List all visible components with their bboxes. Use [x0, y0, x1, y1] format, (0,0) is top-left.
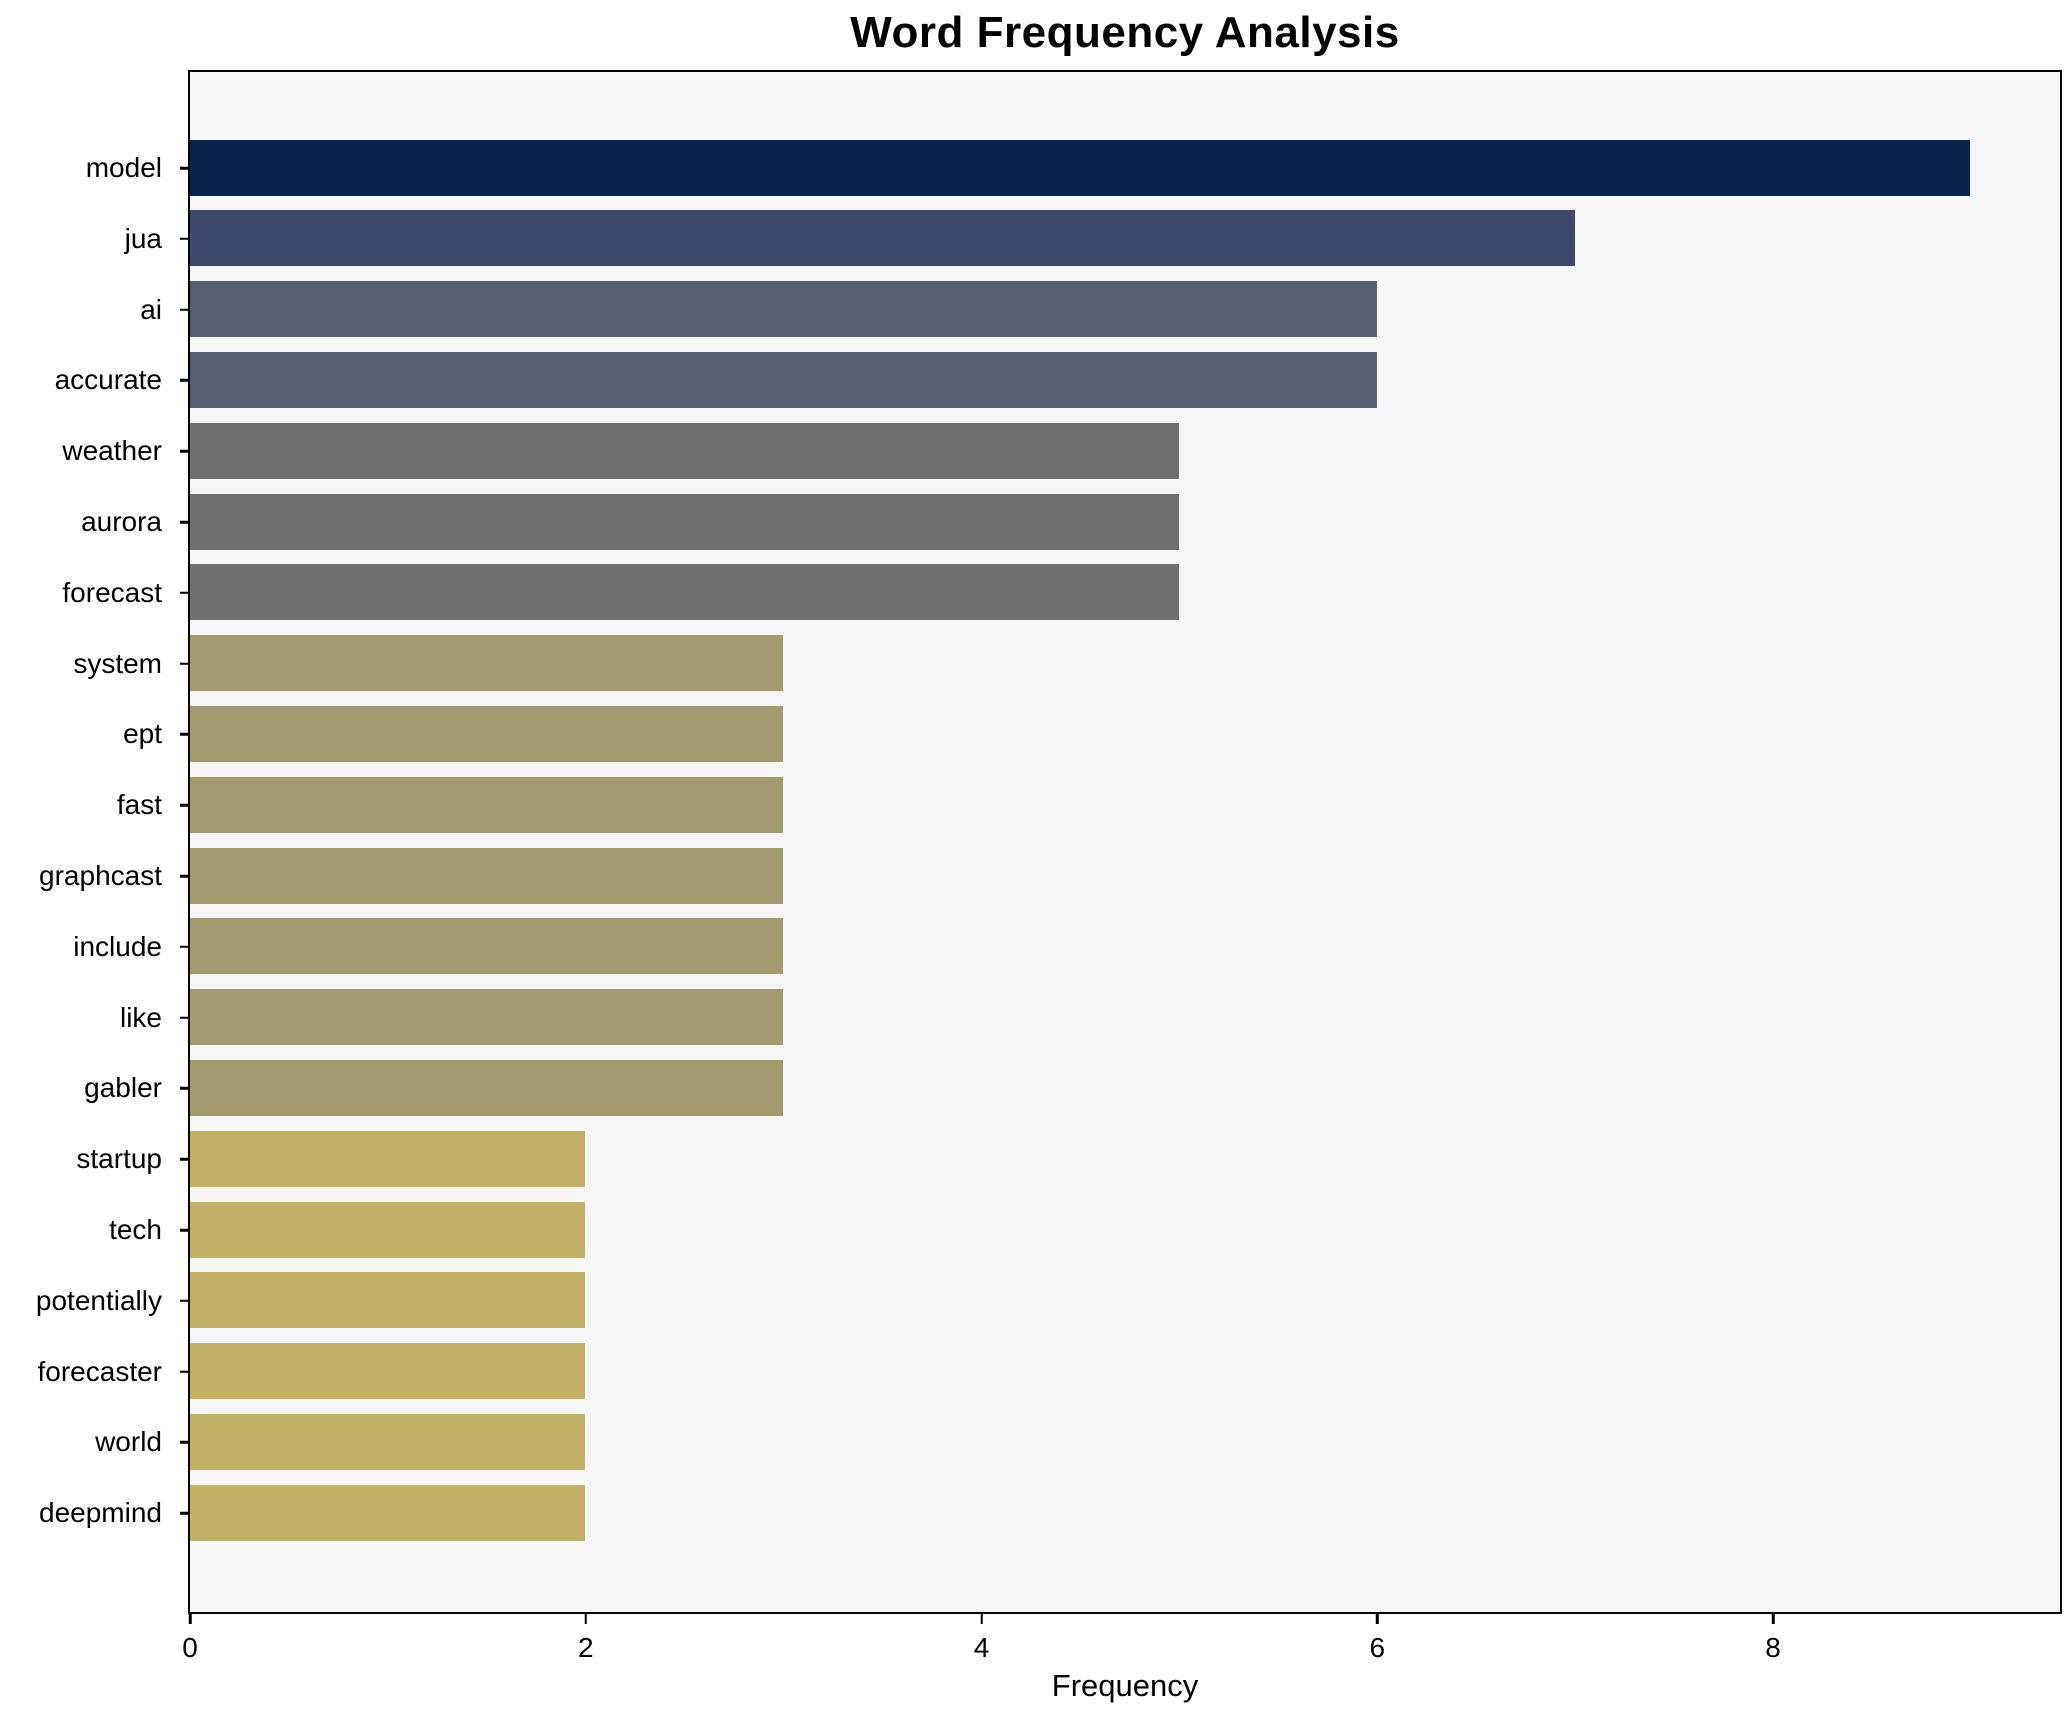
x-tick-mark — [1771, 1612, 1775, 1624]
bar-forecast — [189, 564, 1179, 621]
bar-deepmind — [189, 1484, 586, 1541]
y-tick-mark — [180, 237, 190, 241]
y-tick-mark — [180, 166, 190, 170]
y-tick-label-weather: weather — [62, 435, 162, 467]
bar-fast — [189, 776, 784, 833]
bar-like — [189, 989, 784, 1046]
x-tick-mark — [980, 1612, 983, 1624]
y-tick-mark — [180, 379, 190, 382]
y-tick-mark — [180, 591, 190, 595]
bar-system — [189, 635, 784, 692]
y-tick-label-accurate: accurate — [54, 364, 162, 396]
x-tick-mark — [584, 1612, 588, 1624]
y-tick-label-model: model — [85, 152, 162, 183]
x-tick-mark — [188, 1612, 192, 1624]
bar-accurate — [189, 351, 1377, 408]
y-tick-label-like: like — [119, 1001, 162, 1033]
bar-startup — [189, 1130, 586, 1187]
y-tick-label-deepmind: deepmind — [39, 1497, 162, 1529]
y-tick-label-forecaster: forecaster — [37, 1355, 163, 1387]
y-tick-label-graphcast: graphcast — [39, 860, 162, 891]
y-tick-mark — [180, 874, 190, 878]
bar-ai — [189, 281, 1377, 338]
bar-model — [189, 139, 1971, 196]
y-tick-mark — [180, 520, 190, 524]
y-tick-mark — [180, 1511, 190, 1515]
bar-jua — [189, 210, 1575, 267]
y-tick-label-world: world — [95, 1426, 162, 1458]
y-tick-mark — [180, 1228, 190, 1232]
y-tick-mark — [180, 733, 190, 736]
y-tick-mark — [180, 1441, 190, 1444]
bar-aurora — [189, 493, 1179, 550]
y-tick-mark — [180, 449, 190, 453]
bar-gabler — [189, 1059, 784, 1116]
plot-area — [187, 69, 2062, 1614]
y-tick-mark — [180, 1157, 190, 1161]
x-tick-label-8: 8 — [1765, 1632, 1781, 1663]
y-tick-label-gabler: gabler — [84, 1072, 162, 1104]
bar-potentially — [189, 1272, 586, 1329]
chart-title: Word Frequency Analysis — [850, 8, 1400, 57]
y-tick-mark — [180, 308, 190, 311]
y-tick-label-ai: ai — [140, 293, 162, 325]
y-tick-label-startup: startup — [76, 1143, 162, 1175]
bar-graphcast — [189, 847, 784, 904]
y-tick-mark — [180, 803, 190, 807]
bar-forecaster — [189, 1343, 586, 1400]
y-tick-label-include: include — [73, 930, 162, 962]
x-axis-label: Frequency — [1051, 1668, 1199, 1703]
x-tick-label-6: 6 — [1369, 1632, 1386, 1663]
x-tick-label-2: 2 — [577, 1632, 594, 1663]
y-tick-mark — [180, 662, 190, 665]
bar-tech — [189, 1201, 586, 1258]
y-tick-label-ept: ept — [123, 718, 162, 750]
bar-world — [189, 1413, 586, 1470]
y-tick-label-tech: tech — [109, 1214, 162, 1245]
x-tick-label-4: 4 — [973, 1632, 990, 1663]
x-tick-label-0: 0 — [182, 1632, 198, 1663]
bar-include — [189, 918, 784, 975]
y-tick-label-jua: jua — [124, 222, 162, 254]
y-tick-mark — [180, 1087, 190, 1090]
bar-ept — [189, 705, 784, 762]
y-tick-mark — [180, 1370, 190, 1373]
y-tick-label-system: system — [73, 647, 162, 679]
y-tick-label-fast: fast — [116, 789, 162, 821]
x-tick-mark — [1376, 1612, 1379, 1624]
y-tick-label-forecast: forecast — [62, 576, 162, 608]
bar-weather — [189, 422, 1179, 479]
y-tick-label-aurora: aurora — [81, 506, 162, 537]
y-tick-label-potentially: potentially — [35, 1284, 162, 1316]
y-tick-mark — [180, 1016, 190, 1019]
y-tick-mark — [180, 1299, 190, 1303]
y-tick-mark — [180, 945, 190, 949]
